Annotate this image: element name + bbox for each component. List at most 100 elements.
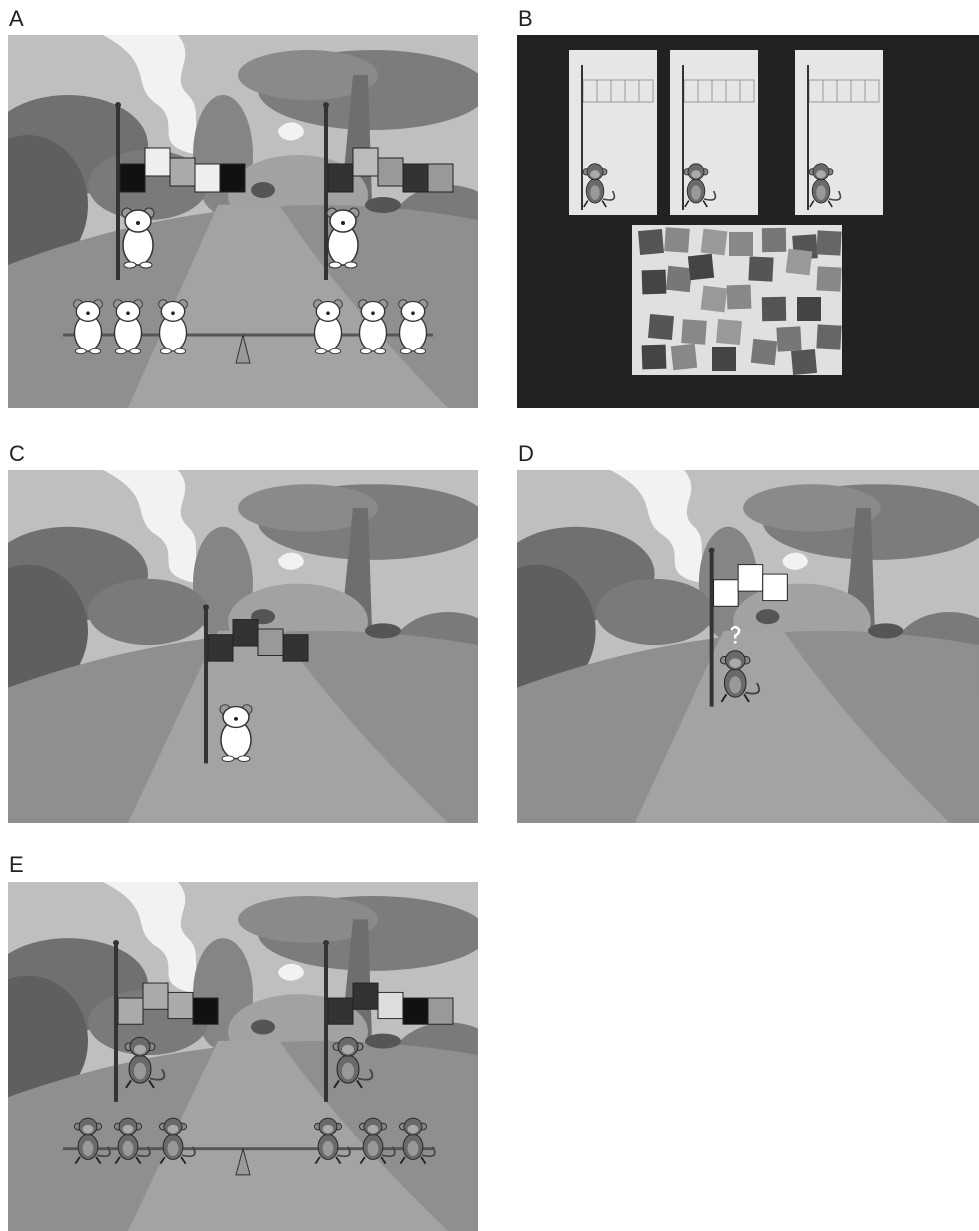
monkey-face <box>407 1124 419 1134</box>
monkey-belly <box>816 185 826 200</box>
flag-segment <box>144 147 171 177</box>
card-cell <box>638 79 654 103</box>
color-tile <box>776 326 802 352</box>
flag-segment <box>327 997 354 1025</box>
monkey-face <box>342 1044 354 1055</box>
monkey <box>582 163 616 208</box>
color-tile <box>785 248 813 276</box>
monkey-legs <box>359 1156 387 1165</box>
bear-nose <box>341 221 345 225</box>
color-tile <box>670 343 698 371</box>
bear-foot <box>359 347 372 355</box>
panel <box>517 470 979 823</box>
bear-foot <box>221 755 235 762</box>
monkey-face <box>322 1124 334 1134</box>
flag-segment <box>207 634 234 662</box>
color-tile <box>715 318 743 346</box>
card <box>569 50 657 215</box>
bear <box>326 207 360 269</box>
bear <box>113 299 143 355</box>
pole-tip <box>203 604 209 611</box>
color-tile <box>726 284 752 310</box>
monkey-belly <box>122 1140 134 1157</box>
monkey-legs <box>314 1156 342 1165</box>
flag-segment <box>219 163 246 193</box>
monkey-tail <box>357 1068 374 1081</box>
bear <box>358 299 388 355</box>
bear-head <box>75 300 101 322</box>
monkey <box>332 1036 374 1089</box>
monkey-tail <box>744 682 761 695</box>
flag-segment <box>117 997 144 1025</box>
monkey-face <box>729 658 742 668</box>
monkey <box>124 1036 166 1089</box>
flag-segment <box>142 982 169 1010</box>
panel-label: D <box>518 441 534 466</box>
pole-tip <box>113 940 119 946</box>
bear-head <box>400 300 426 322</box>
monkey-legs <box>684 200 708 208</box>
scene-background <box>517 470 979 823</box>
bear-foot <box>329 347 342 355</box>
monkey-legs <box>720 693 750 703</box>
flag-segment <box>427 997 454 1025</box>
color-tile <box>790 348 818 376</box>
color-tile <box>647 313 675 341</box>
monkey-legs <box>333 1079 363 1089</box>
bear-foot <box>139 261 153 269</box>
panel-label: B <box>518 6 533 31</box>
flag-segment <box>194 163 221 193</box>
color-tile <box>687 253 715 281</box>
monkey-belly <box>590 185 600 200</box>
monkey-tail <box>381 1146 396 1158</box>
bear-nose <box>86 311 90 315</box>
panel-label: A <box>9 6 24 31</box>
bear-foot <box>414 347 427 355</box>
question-mark <box>730 625 741 639</box>
monkey-belly <box>407 1140 419 1157</box>
flag-segment <box>257 628 284 656</box>
monkey-tail <box>703 190 717 201</box>
color-tile <box>641 344 667 370</box>
monkey-belly <box>691 185 701 200</box>
panel <box>8 35 478 408</box>
bear-foot <box>314 347 327 355</box>
color-tile <box>816 324 842 350</box>
bear-foot <box>89 347 102 355</box>
bear <box>219 704 253 762</box>
monkey-legs <box>399 1156 427 1165</box>
color-tile <box>681 319 707 345</box>
flag-segment <box>377 991 404 1020</box>
flag-segment <box>737 564 764 592</box>
bear-nose <box>371 311 375 315</box>
flag-segment <box>167 991 194 1020</box>
monkey <box>359 1117 396 1165</box>
monkey <box>314 1117 351 1165</box>
panel <box>8 882 478 1231</box>
monkey-face <box>134 1044 146 1055</box>
monkey <box>683 163 717 208</box>
monkey <box>719 650 761 703</box>
monkey-face <box>167 1124 179 1134</box>
flag-segment <box>713 579 739 607</box>
color-tile <box>816 266 842 292</box>
color-tile <box>761 227 787 253</box>
bear-foot <box>174 347 187 355</box>
panel-label: E <box>9 852 24 877</box>
flag-segment <box>232 619 259 647</box>
bear-head <box>115 300 141 322</box>
flag-segment <box>282 634 309 662</box>
monkey-face <box>590 170 600 179</box>
monkey-legs <box>809 200 833 208</box>
color-tile <box>748 256 774 282</box>
flag-segment <box>192 997 219 1025</box>
color-tile <box>700 285 728 313</box>
bear-foot <box>123 261 137 269</box>
bear-nose <box>411 311 415 315</box>
flag-segment <box>352 982 379 1010</box>
bear <box>313 299 343 355</box>
monkey-face <box>122 1124 134 1134</box>
bear <box>158 299 188 355</box>
